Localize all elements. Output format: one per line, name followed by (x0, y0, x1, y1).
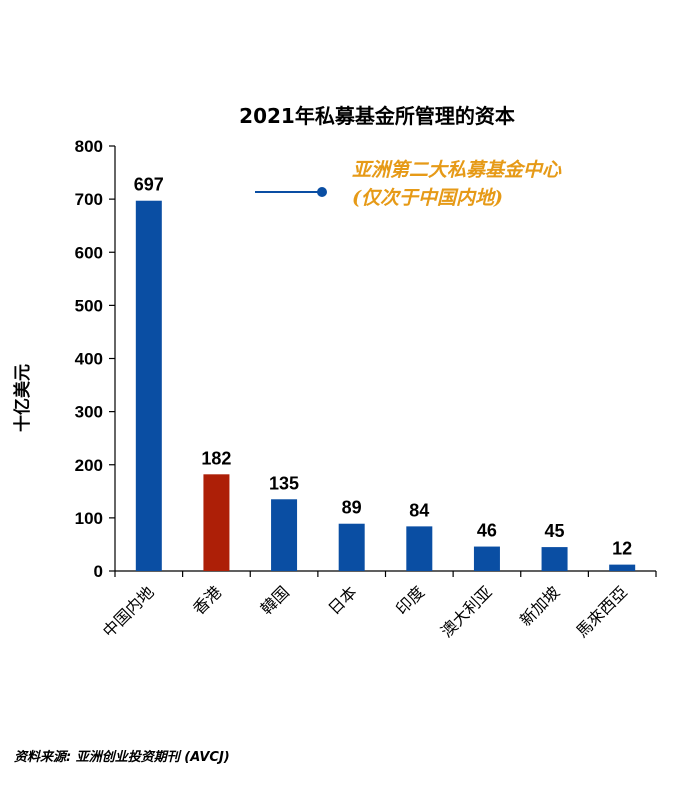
bar (135, 200, 162, 571)
bar (203, 474, 230, 571)
data-label: 46 (477, 521, 497, 541)
bar (473, 546, 500, 571)
y-axis-label: 十亿美元 (12, 364, 33, 432)
annotation: 亚洲第二大私募基金中心 (仅次于中国内地) (255, 159, 562, 209)
data-label: 12 (612, 539, 632, 559)
bar (271, 499, 298, 571)
y-tick-label: 0 (94, 562, 103, 581)
annotation-line-2: (仅次于中国内地) (352, 187, 503, 209)
bar (609, 564, 636, 571)
bar (406, 526, 433, 571)
category-label: 中国内地 (99, 582, 158, 641)
annotation-dot (317, 187, 327, 197)
axes: 0 100 200 300 400 500 600 700 800 (75, 137, 657, 581)
bar (338, 523, 365, 571)
y-tick-label: 500 (75, 296, 103, 315)
y-tick-label: 400 (75, 350, 103, 369)
y-tick-label: 200 (75, 456, 103, 475)
y-tick-label: 300 (75, 403, 103, 422)
annotation-line-1: 亚洲第二大私募基金中心 (352, 159, 562, 181)
y-tick-label: 700 (75, 190, 103, 209)
category-label: 日本 (324, 582, 360, 618)
y-tick-label: 600 (75, 243, 103, 262)
source-note: 资料来源: 亚洲创业投资期刊 (AVCJ) (14, 749, 230, 765)
category-label: 澳大利亚 (437, 582, 496, 641)
category-label: 馬來西亞 (572, 582, 631, 641)
data-label: 182 (201, 448, 231, 468)
y-tick-label: 800 (75, 137, 103, 156)
bar (541, 547, 568, 571)
data-label: 45 (545, 521, 565, 541)
data-label: 697 (134, 175, 164, 195)
y-tick-label: 100 (75, 509, 103, 528)
data-label: 135 (269, 473, 299, 493)
category-label: 香港 (189, 582, 225, 618)
y-axis-label-group: 十亿美元 (12, 364, 33, 432)
chart-title: 2021年私募基金所管理的资本 (239, 104, 515, 128)
category-label: 韓国 (257, 582, 293, 618)
data-label: 84 (409, 500, 429, 520)
category-label: 新加坡 (516, 582, 563, 629)
data-label: 89 (342, 498, 362, 518)
category-label: 印度 (392, 582, 428, 618)
